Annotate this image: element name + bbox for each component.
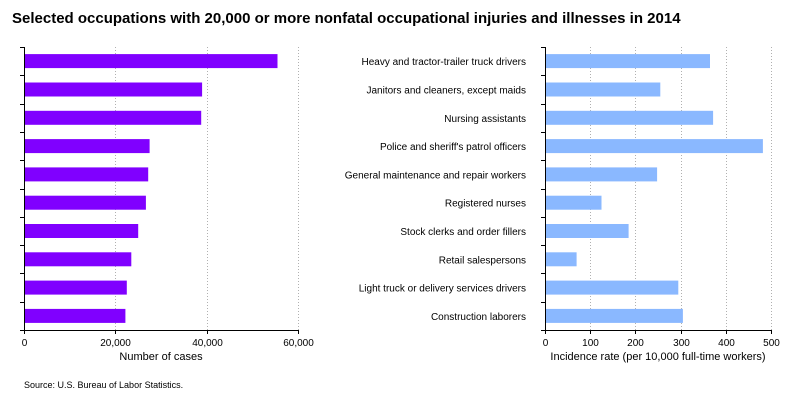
bar [25,252,132,267]
x-tick-label: 0 [543,338,549,349]
category-label: Heavy and tractor-trailer truck drivers [362,57,527,68]
bar [546,224,629,238]
bar [25,82,203,97]
bar [546,54,710,69]
bar [25,139,150,154]
bar [25,224,139,238]
bar [25,195,146,210]
bar [25,167,149,182]
x-tick-label: 100 [582,338,599,349]
category-label: Light truck or delivery services drivers [359,284,526,295]
x-tick-label: 300 [673,338,690,349]
x-tick-label: 200 [627,338,644,349]
bar [546,82,661,97]
bar [546,280,679,295]
x-tick-label: 0 [22,338,28,349]
category-label: General maintenance and repair workers [345,170,526,181]
x-tick-label: 20,000 [100,338,131,349]
category-label: Police and sheriff's patrol officers [380,142,526,153]
x-tick-label: 500 [763,338,780,349]
bar [25,54,278,69]
bar [546,252,577,267]
bar [546,308,683,323]
x-tick-label: 400 [718,338,735,349]
category-label: Stock clerks and order fillers [400,227,526,238]
bar [25,308,126,323]
category-label: Nursing assistants [444,114,526,125]
bar [25,110,202,125]
bar [546,167,658,182]
category-label: Construction laborers [431,312,526,323]
right-panel-incidence: Heavy and tractor-trailer truck drivers J… [345,47,780,363]
x-axis-title: Number of cases [119,351,203,363]
left-panel-cases: 0 20,000 40,000 60,000 Number of cases [20,47,314,363]
x-axis-title: Incidence rate (per 10,000 full-time wor… [550,351,765,363]
category-label: Janitors and cleaners, except maids [366,86,526,97]
bar [546,139,763,154]
source-note: Source: U.S. Bureau of Labor Statistics. [24,380,184,390]
x-tick-label: 40,000 [192,338,223,349]
chart-title: Selected occupations with 20,000 or more… [12,10,681,27]
bar [546,195,602,210]
x-tick-label: 60,000 [283,338,314,349]
category-label: Registered nurses [445,199,526,210]
bar [546,110,714,125]
bar [25,280,127,295]
category-label: Retail salespersons [439,255,526,266]
